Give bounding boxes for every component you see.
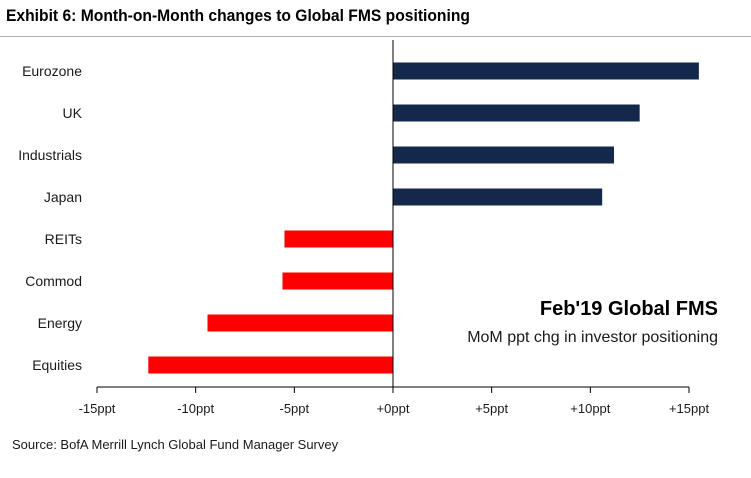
bar-industrials bbox=[393, 146, 615, 164]
title-divider bbox=[0, 36, 751, 37]
bar-japan bbox=[393, 188, 603, 206]
category-label-energy: Energy bbox=[38, 315, 82, 331]
bar-chart: Eurozone UK Industrials Japan REITs Commod Ene… bbox=[18, 40, 718, 416]
source-note: Source: BofA Merrill Lynch Global Fund M… bbox=[12, 437, 339, 452]
tick-labels: -15ppt -10ppt -5ppt +0ppt +5ppt +10ppt +15ppt bbox=[79, 401, 710, 416]
x-tick-label: +15ppt bbox=[669, 401, 710, 416]
bar-uk bbox=[393, 104, 640, 122]
category-label-industrials: Industrials bbox=[18, 147, 82, 163]
annotation-title: Feb'19 Global FMS bbox=[540, 298, 718, 320]
x-tick-label: +0ppt bbox=[377, 401, 410, 416]
bars-group bbox=[148, 62, 699, 374]
x-tick-label: -10ppt bbox=[177, 401, 214, 416]
bar-commod bbox=[282, 272, 393, 290]
category-label-japan: Japan bbox=[44, 189, 82, 205]
category-label-uk: UK bbox=[63, 105, 83, 121]
x-tick-label: +10ppt bbox=[570, 401, 611, 416]
category-label-commod: Commod bbox=[25, 273, 82, 289]
x-tick-label: -15ppt bbox=[79, 401, 116, 416]
bar-reits bbox=[284, 230, 393, 248]
x-tick-label: +5ppt bbox=[475, 401, 508, 416]
bar-eurozone bbox=[393, 62, 699, 80]
category-labels: Eurozone UK Industrials Japan REITs Commod Ene… bbox=[18, 63, 82, 373]
bar-energy bbox=[207, 314, 393, 332]
x-tick-label: -5ppt bbox=[280, 401, 310, 416]
category-label-equities: Equities bbox=[32, 357, 82, 373]
bar-equities bbox=[148, 356, 393, 374]
category-label-eurozone: Eurozone bbox=[22, 63, 82, 79]
category-label-reits: REITs bbox=[45, 231, 82, 247]
annotation-subtitle: MoM ppt chg in investor positioning bbox=[467, 329, 718, 346]
chart-title: Exhibit 6: Month-on-Month changes to Glo… bbox=[6, 6, 470, 25]
axes-group bbox=[96, 40, 690, 393]
